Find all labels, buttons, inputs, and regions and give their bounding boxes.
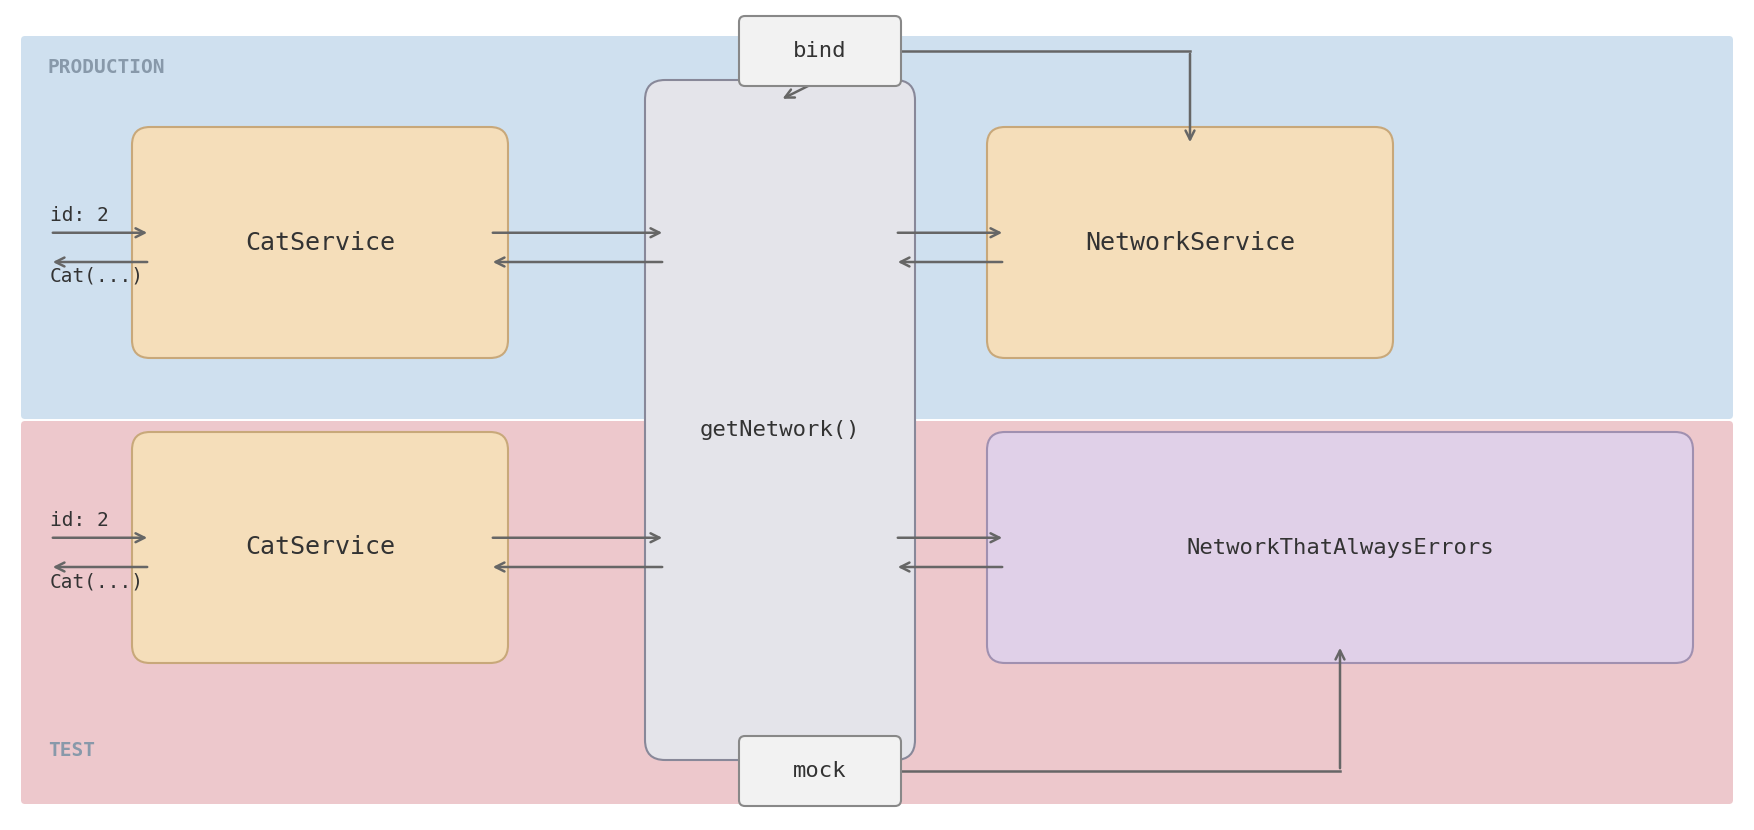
- FancyBboxPatch shape: [738, 16, 902, 86]
- FancyBboxPatch shape: [738, 736, 902, 806]
- Text: TEST: TEST: [47, 741, 95, 760]
- Text: id: 2: id: 2: [51, 510, 109, 530]
- FancyBboxPatch shape: [132, 432, 509, 663]
- FancyBboxPatch shape: [132, 127, 509, 358]
- FancyBboxPatch shape: [21, 36, 1733, 419]
- Text: PRODUCTION: PRODUCTION: [47, 58, 165, 77]
- Text: Cat(...): Cat(...): [51, 572, 144, 591]
- Text: mock: mock: [793, 761, 847, 781]
- Text: Cat(...): Cat(...): [51, 267, 144, 286]
- FancyBboxPatch shape: [21, 421, 1733, 804]
- FancyBboxPatch shape: [988, 127, 1393, 358]
- Text: id: 2: id: 2: [51, 206, 109, 225]
- Text: CatService: CatService: [246, 535, 395, 559]
- Text: NetworkService: NetworkService: [1086, 231, 1294, 255]
- FancyBboxPatch shape: [645, 80, 916, 760]
- Text: NetworkThatAlwaysErrors: NetworkThatAlwaysErrors: [1186, 538, 1494, 558]
- FancyBboxPatch shape: [988, 432, 1693, 663]
- Text: bind: bind: [793, 41, 847, 61]
- Text: getNetwork(): getNetwork(): [700, 420, 859, 440]
- Text: CatService: CatService: [246, 231, 395, 255]
